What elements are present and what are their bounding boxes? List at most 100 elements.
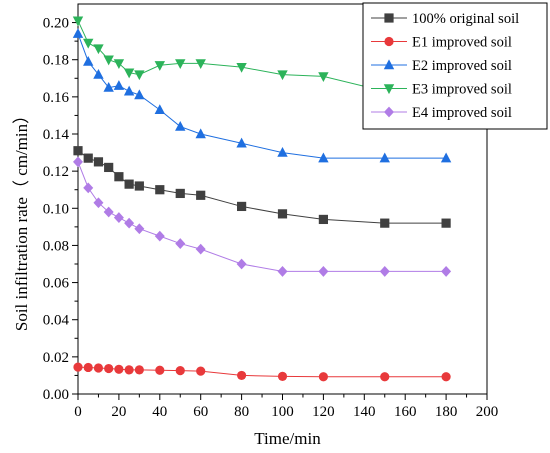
series-2 (73, 362, 451, 382)
legend-box (362, 2, 548, 130)
legend-marker (383, 84, 395, 95)
data-point (175, 120, 186, 131)
y-tick-label: 0.18 (43, 53, 69, 69)
y-tick-label: 0.16 (43, 90, 70, 106)
x-tick-label: 0 (74, 404, 82, 420)
data-point (124, 365, 134, 375)
legend-item: E4 improved soil (371, 105, 512, 121)
data-point (380, 372, 390, 382)
legend-marker (384, 36, 394, 47)
data-point (103, 206, 114, 218)
data-point (134, 181, 144, 191)
legend-item: 100% original soil (371, 11, 519, 27)
legend: 100% original soil E1 improved soil E2 imp… (362, 2, 548, 130)
legend-marker (384, 13, 394, 23)
data-point (195, 243, 206, 255)
legend-label: E4 improved soil (412, 105, 512, 121)
data-point (196, 366, 206, 376)
data-point (277, 146, 288, 157)
data-point (113, 80, 125, 90)
y-tick-label: 0.02 (43, 350, 69, 366)
data-point (277, 266, 288, 277)
data-point (379, 152, 390, 163)
legend-label: E1 improved soil (412, 35, 512, 51)
data-point (72, 28, 84, 38)
data-point (134, 70, 145, 81)
x-tick-label: 60 (193, 404, 208, 420)
legend-item: E1 improved soil (371, 35, 512, 51)
data-point (113, 59, 125, 70)
x-tick-label: 180 (435, 404, 458, 420)
legend-marker (383, 59, 395, 70)
series-line (77, 161, 447, 272)
y-tick-label: 0.04 (43, 313, 70, 329)
series-1 (73, 146, 451, 228)
data-point (175, 59, 186, 70)
data-point (440, 152, 452, 163)
data-point (379, 266, 390, 277)
data-point (83, 362, 93, 373)
x-tick-label: 140 (353, 404, 376, 420)
data-point (277, 209, 288, 219)
series-5 (73, 156, 452, 277)
x-axis-label: Time/min (254, 429, 321, 448)
data-point (114, 172, 124, 182)
y-tick-label: 0.10 (43, 201, 69, 217)
data-point (277, 371, 288, 381)
data-point (83, 38, 94, 49)
legend-label: E2 improved soil (412, 58, 512, 74)
data-point (113, 212, 124, 223)
x-tick-label: 160 (394, 404, 417, 420)
data-point (103, 55, 114, 66)
data-point (93, 157, 104, 167)
data-point (134, 89, 145, 100)
data-point (195, 128, 206, 139)
data-point (441, 372, 451, 382)
y-tick-label: 0.12 (43, 164, 69, 180)
data-point (104, 162, 114, 173)
data-point (93, 68, 104, 79)
data-point (134, 223, 145, 235)
data-point (104, 363, 114, 374)
legend-item: E3 improved soil (371, 82, 512, 98)
data-point (155, 185, 165, 195)
data-point (93, 197, 104, 209)
data-point (318, 266, 329, 277)
data-point (237, 201, 247, 212)
series-3 (72, 28, 452, 163)
axes: 0 20 40 60 80 100 120 140 160 180 200 0.00 0.02 0.04 0… (43, 3, 498, 420)
y-tick-label: 0.08 (43, 238, 69, 254)
data-point (123, 85, 135, 96)
data-point (103, 81, 114, 92)
data-point (441, 218, 451, 228)
data-point (93, 44, 104, 55)
data-point (175, 188, 185, 199)
legend-item: E2 improved soil (371, 58, 512, 74)
data-point (318, 214, 328, 225)
data-point (123, 68, 135, 79)
y-tick-label: 0.14 (43, 127, 70, 143)
data-point (318, 72, 329, 83)
x-tick-label: 120 (312, 404, 335, 420)
data-point (154, 61, 165, 71)
x-tick-label: 20 (111, 404, 126, 420)
data-point (380, 218, 390, 228)
data-point (114, 364, 124, 374)
data-point (73, 156, 83, 168)
x-tick-label: 80 (234, 404, 249, 420)
data-point (236, 137, 247, 148)
y-tick-label: 0.00 (43, 387, 69, 403)
y-axis-label: Soil infiltration rate（ cm/min） (12, 107, 31, 331)
legend-label: 100% original soil (412, 11, 519, 27)
data-point (83, 153, 93, 163)
data-point (73, 362, 83, 372)
data-point (318, 372, 328, 382)
data-point (93, 363, 104, 373)
data-point (154, 230, 165, 242)
data-point (236, 258, 247, 270)
y-tick-label: 0.06 (43, 276, 70, 292)
data-point (195, 59, 206, 70)
data-point (154, 104, 165, 115)
